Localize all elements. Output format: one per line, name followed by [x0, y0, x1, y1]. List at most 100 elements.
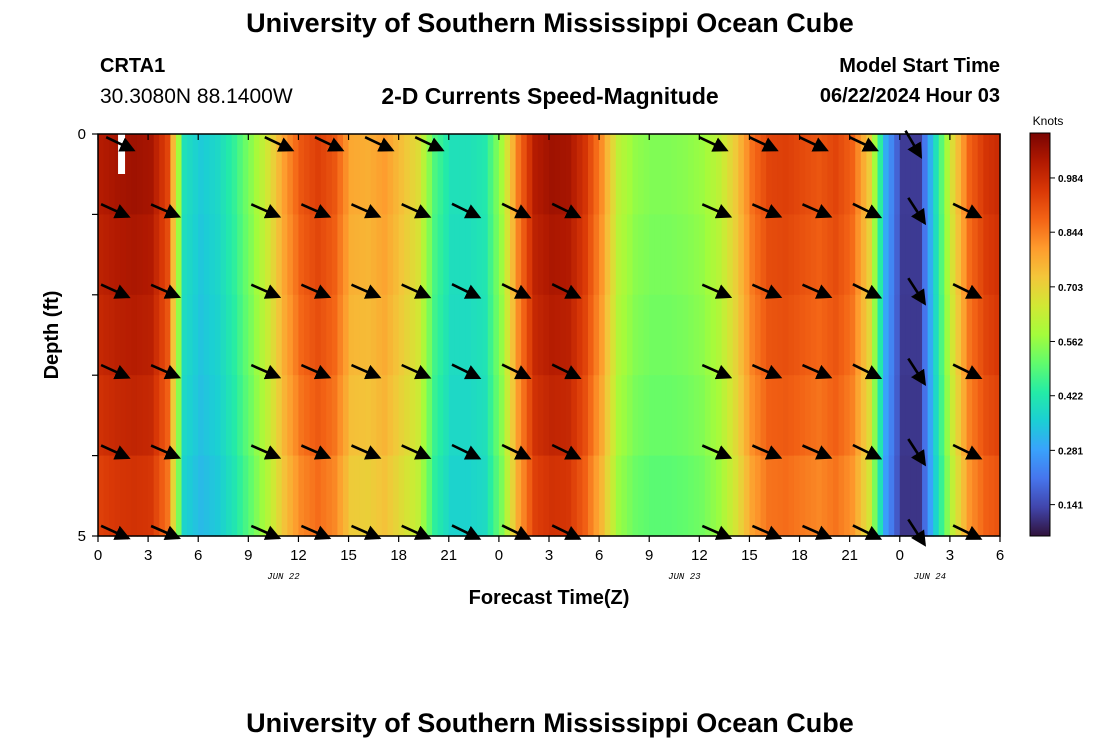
heatmap-cell: [933, 375, 940, 457]
x-tick-label: 6: [595, 547, 603, 564]
heatmap-cell: [760, 455, 767, 537]
heatmap-cell: [972, 134, 979, 215]
heatmap-cell: [220, 375, 227, 457]
heatmap-cell: [871, 455, 879, 537]
heatmap-cell: [905, 294, 912, 376]
heatmap-cell: [437, 375, 444, 457]
heatmap-cell: [916, 214, 923, 296]
heatmap-cell: [337, 294, 344, 376]
heatmap-cell: [866, 294, 873, 376]
heatmap-cell: [164, 214, 171, 296]
x-tick-label: 15: [340, 547, 357, 564]
heatmap-cell: [799, 134, 806, 215]
heatmap-cell: [621, 455, 628, 537]
heatmap-cell: [98, 294, 105, 376]
heatmap-cell: [933, 134, 940, 215]
heatmap-cell: [459, 214, 467, 296]
heatmap-cell: [899, 455, 906, 537]
heatmap-cell: [632, 134, 639, 215]
heatmap-cell: [526, 294, 533, 376]
heatmap-cell: [755, 375, 762, 457]
heatmap-cell: [510, 455, 517, 537]
heatmap-cell: [699, 134, 706, 215]
heatmap-cell: [443, 214, 450, 296]
heatmap-cell: [187, 214, 194, 296]
heatmap-cell: [777, 455, 784, 537]
heatmap-cell: [320, 214, 327, 296]
heatmap-cell: [298, 134, 305, 215]
heatmap-cell: [526, 214, 533, 296]
heatmap-cell: [482, 214, 489, 296]
current-arrow: [350, 444, 382, 460]
heatmap-cell: [309, 214, 316, 296]
heatmap-cell: [849, 214, 856, 296]
current-arrow: [952, 443, 983, 460]
heatmap-cell: [643, 375, 650, 457]
heatmap-cell: [398, 375, 405, 457]
heatmap-cell: [743, 455, 751, 537]
heatmap-cell: [593, 294, 600, 376]
heatmap-cell: [432, 455, 439, 537]
heatmap-cell: [526, 134, 533, 215]
heatmap-cell: [125, 214, 133, 296]
heatmap-cell: [420, 375, 428, 457]
heatmap-cell: [148, 294, 155, 376]
heatmap-cell: [142, 375, 149, 457]
footer-title: University of Southern Mississippi Ocean…: [246, 708, 854, 738]
heatmap-cell: [515, 214, 522, 296]
heatmap-cell: [677, 214, 684, 296]
heatmap-cell: [381, 294, 389, 376]
heatmap-cell: [482, 455, 489, 537]
station-coords: 30.3080N 88.1400W: [100, 85, 293, 108]
heatmap-cell: [153, 214, 160, 296]
heatmap-cell: [693, 455, 700, 537]
heatmap-cell: [187, 455, 194, 537]
heatmap-cell: [699, 294, 706, 376]
heatmap-cell: [420, 455, 428, 537]
heatmap-cell: [276, 214, 283, 296]
heatmap-cell: [404, 455, 411, 537]
heatmap-cell: [309, 134, 316, 215]
heatmap-cell: [365, 134, 372, 215]
x-tick-label: 9: [244, 547, 252, 564]
current-arrow: [907, 438, 927, 467]
heatmap-cell: [259, 214, 266, 296]
heatmap-cell: [933, 294, 940, 376]
heatmap-cell: [704, 294, 712, 376]
heatmap-cell: [604, 294, 611, 376]
current-arrow: [501, 443, 532, 460]
heatmap-cell: [320, 294, 327, 376]
heatmap-cell: [866, 455, 873, 537]
heatmap-cell: [114, 294, 121, 376]
y-axis-label: Depth (ft): [41, 291, 63, 380]
heatmap-cell: [922, 455, 929, 537]
colorbar-tick-label: 0.141: [1058, 501, 1083, 512]
heatmap-cell: [415, 294, 422, 376]
heatmap-cell: [415, 214, 422, 296]
heatmap-cell: [877, 455, 884, 537]
heatmap-cell: [777, 294, 784, 376]
heatmap-cell: [871, 375, 879, 457]
heatmap-cell: [610, 214, 617, 296]
heatmap-cell: [487, 375, 494, 457]
heatmap-cell: [838, 294, 845, 376]
heatmap-cell: [237, 375, 244, 457]
heatmap-cell: [587, 134, 595, 215]
current-arrow: [798, 136, 829, 152]
x-tick-label: 21: [841, 547, 858, 564]
heatmap-cell: [498, 455, 506, 537]
heatmap-cell: [643, 214, 650, 296]
current-arrow: [852, 443, 883, 460]
heatmap-cell: [710, 455, 717, 537]
heatmap-cell: [109, 134, 116, 215]
heatmap-cell: [576, 455, 584, 537]
heatmap-cell: [599, 455, 606, 537]
heatmap-cell: [560, 134, 567, 215]
heatmap-cell: [381, 214, 389, 296]
heatmap-cell: [638, 214, 645, 296]
heatmap-cell: [454, 455, 461, 537]
heatmap-cell: [671, 375, 678, 457]
heatmap-cell: [860, 455, 867, 537]
current-arrow: [852, 202, 883, 219]
date-label: JUN 23: [668, 572, 701, 582]
